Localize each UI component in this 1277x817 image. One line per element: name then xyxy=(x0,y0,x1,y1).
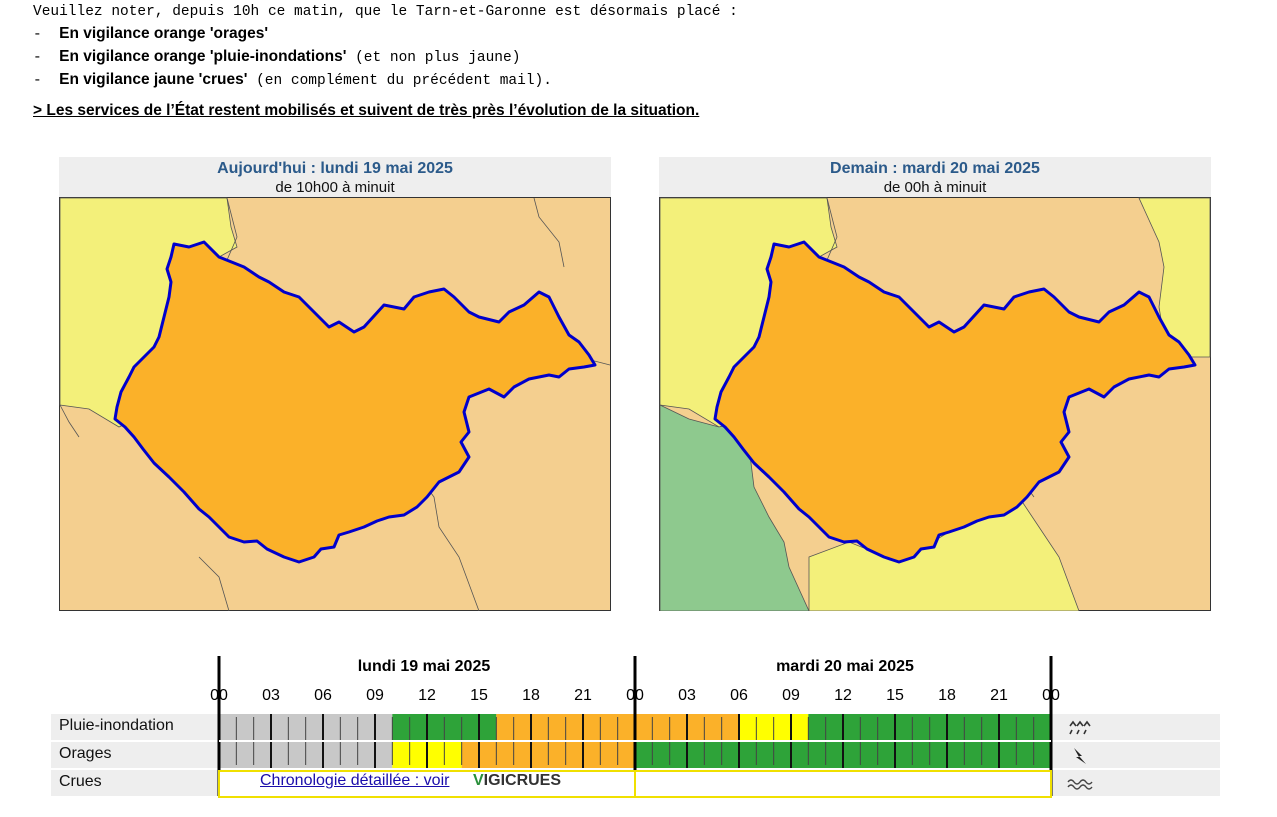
intro-line: Veuillez noter, depuis 10h ce matin, que… xyxy=(33,4,738,20)
hour-tick-label: 15 xyxy=(470,687,488,704)
waves-icon xyxy=(1067,779,1093,790)
day-label-monday: lundi 19 mai 2025 xyxy=(358,658,491,675)
hour-tick-label: 12 xyxy=(834,687,852,704)
day-label-tuesday: mardi 20 mai 2025 xyxy=(776,658,914,675)
rain-icon xyxy=(1069,720,1091,735)
hour-tick-label: 06 xyxy=(314,687,332,704)
hour-tick-label: 03 xyxy=(262,687,280,704)
hour-tick-label: 18 xyxy=(522,687,540,704)
hour-tick-label: 06 xyxy=(730,687,748,704)
intro-text: Veuillez noter, depuis 10h ce matin, que… xyxy=(33,2,738,92)
map-header-tomorrow: Demain : mardi 20 mai 2025 de 00h à minu… xyxy=(659,157,1211,197)
map-subtitle-tomorrow: de 00h à minuit xyxy=(883,179,987,196)
hour-tick-label: 21 xyxy=(990,687,1008,704)
map-header-today: Aujourd'hui : lundi 19 mai 2025 de 10h00… xyxy=(59,157,611,197)
lightning-icon xyxy=(1074,748,1086,764)
vigilance-map-tomorrow xyxy=(659,197,1211,611)
row-label-crues: Crues xyxy=(59,773,102,790)
hour-tick-label: 12 xyxy=(418,687,436,704)
hour-tick-label: 09 xyxy=(366,687,384,704)
map-title-tomorrow: Demain : mardi 20 mai 2025 xyxy=(830,160,1040,177)
chronologie-link[interactable]: Chronologie détaillée : voir xyxy=(260,772,450,789)
map-title-today: Aujourd'hui : lundi 19 mai 2025 xyxy=(217,160,453,177)
hour-tick-label: 15 xyxy=(886,687,904,704)
hour-tick-label: 09 xyxy=(782,687,800,704)
hour-tick-label: 18 xyxy=(938,687,956,704)
vigicrues-logo[interactable]: VIGICRUES xyxy=(473,772,562,789)
map-card-tomorrow: Demain : mardi 20 mai 2025 de 00h à minu… xyxy=(659,157,1211,611)
intro-item: - En vigilance orange 'orages' xyxy=(33,25,269,43)
intro-item: - En vigilance jaune 'crues' (en complém… xyxy=(33,71,552,89)
map-card-today: Aujourd'hui : lundi 19 mai 2025 de 10h00… xyxy=(59,157,611,611)
intro-item: - En vigilance orange 'pluie-inondations… xyxy=(33,48,521,66)
chronology-panel: lundi 19 mai 2025 mardi 20 mai 2025 0003… xyxy=(0,650,1277,817)
row-label-orages: Orages xyxy=(59,745,112,762)
hour-tick-label: 21 xyxy=(574,687,592,704)
notice-text: > Les services de l’État restent mobilis… xyxy=(33,102,700,119)
hour-tick-label: 03 xyxy=(678,687,696,704)
row-label-pluie: Pluie-inondation xyxy=(59,717,174,734)
map-subtitle-today: de 10h00 à minuit xyxy=(275,179,395,196)
chronology-timeline: lundi 19 mai 2025 mardi 20 mai 2025 0003… xyxy=(51,656,1220,798)
crues-box-tuesday xyxy=(634,770,1052,798)
vigilance-map-today xyxy=(59,197,611,611)
